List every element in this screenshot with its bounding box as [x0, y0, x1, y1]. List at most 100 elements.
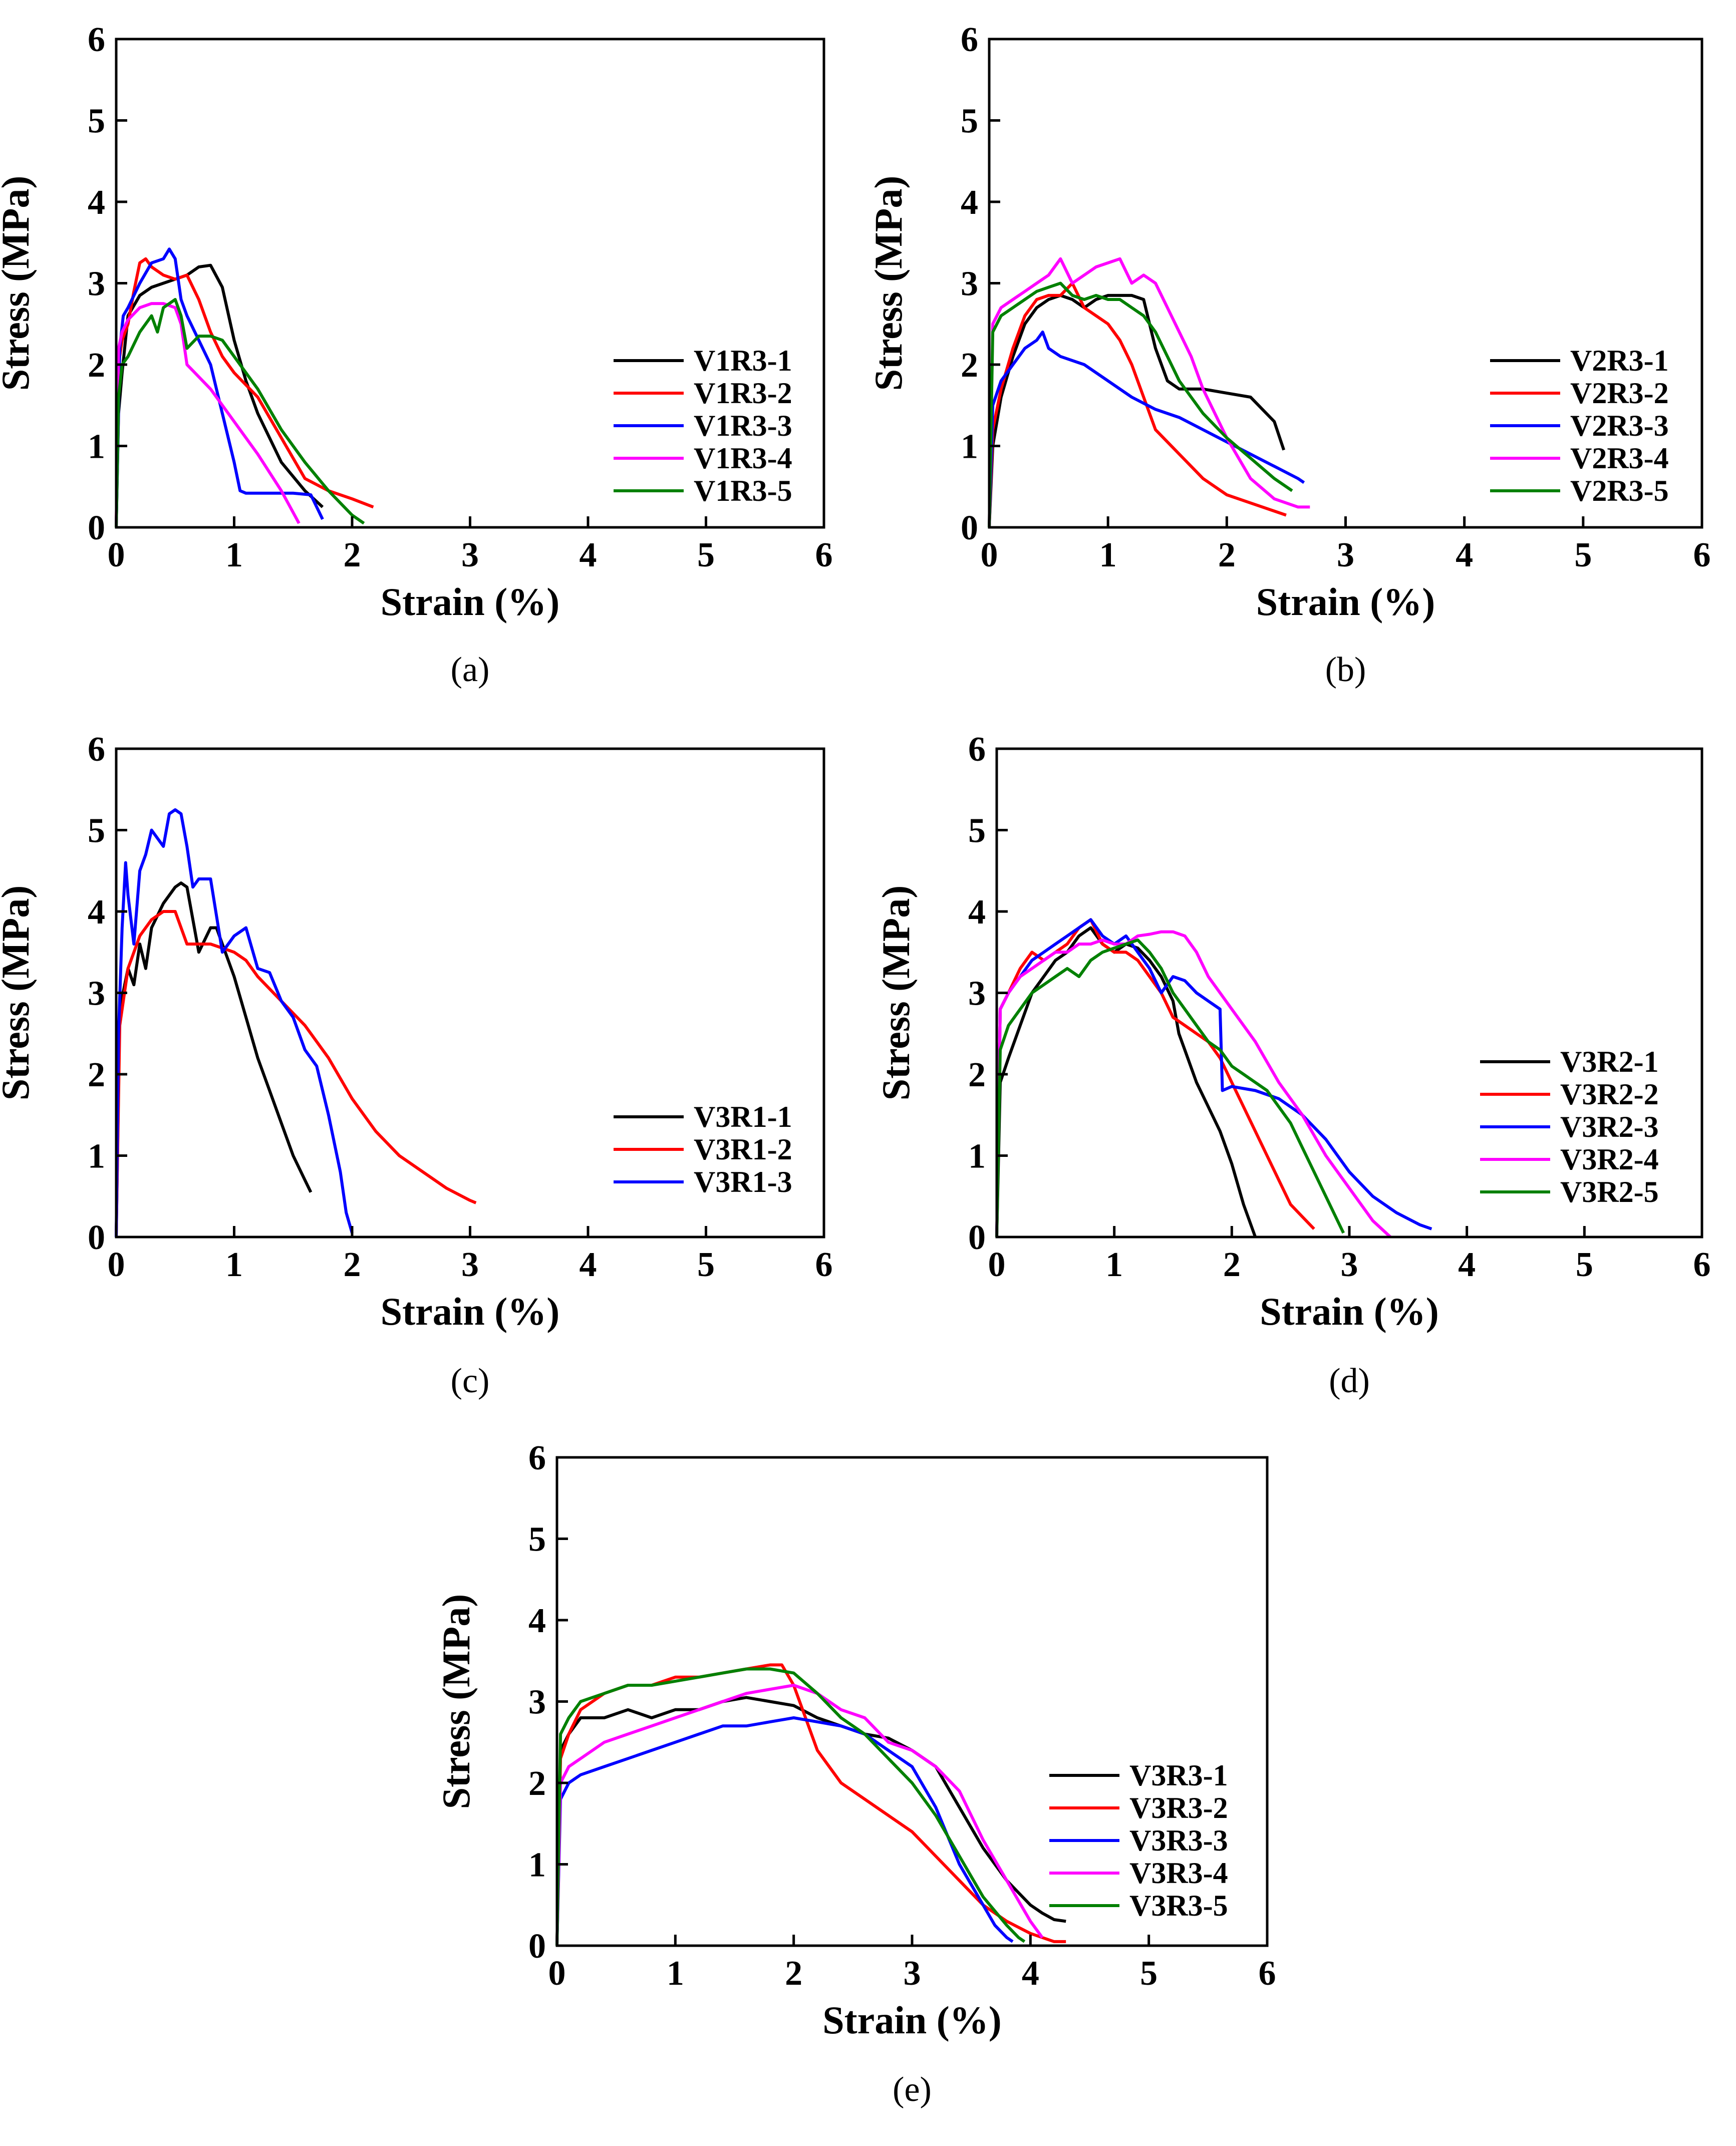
- legend-entry-v3r3-3: V3R3-3: [1129, 1824, 1228, 1857]
- y-tick-label: 3: [88, 975, 105, 1013]
- y-axis-title: Stress (MPa): [866, 176, 910, 391]
- series-line-v3r3-4: [555, 1684, 1044, 1946]
- y-tick-label: 1: [528, 1846, 546, 1885]
- legend-entry-v3r3-2: V3R3-2: [1129, 1791, 1228, 1824]
- legend-entry-v2r3-5: V2R3-5: [1570, 474, 1669, 507]
- x-tick-label: 1: [225, 1246, 243, 1284]
- x-tick-label: 2: [1223, 1246, 1241, 1284]
- series-line-v2r3-1: [988, 293, 1286, 528]
- series-line-v3r1-1: [115, 881, 313, 1238]
- series-line-v3r2-2: [995, 918, 1315, 1238]
- series-line-v2r3-3: [988, 331, 1305, 528]
- legend-entry-v1r3-3: V1R3-3: [694, 409, 792, 442]
- series-line-v3r3-5: [555, 1667, 1026, 1946]
- legend-entry-v3r2-2: V3R2-2: [1560, 1078, 1659, 1111]
- y-tick-label: 3: [528, 1683, 546, 1722]
- x-tick-label: 3: [1341, 1246, 1358, 1284]
- y-axis-title: Stress (MPa): [874, 885, 918, 1101]
- x-tick-label: 2: [785, 1954, 802, 1993]
- y-tick-label: 5: [968, 812, 986, 850]
- panel-a: 0 1 2 3 4 5 6 0 1 2 3 4 5 6 Strain (%) Stress (MPa) V1R3…: [0, 21, 833, 689]
- x-tick-label: 4: [1456, 536, 1473, 574]
- x-tick-label: 6: [1693, 1246, 1711, 1284]
- y-tick-label: 4: [88, 893, 105, 932]
- y-axis-title: Stress (MPa): [434, 1594, 478, 1809]
- x-tick-label: 0: [988, 1246, 1006, 1284]
- y-tick-label: 3: [88, 265, 105, 303]
- y-axis-title: Stress (MPa): [0, 885, 37, 1101]
- series-line-v1r3-5: [115, 298, 365, 528]
- y-tick-label: 2: [88, 346, 105, 385]
- y-tick-label: 4: [528, 1602, 546, 1640]
- x-tick-label: 2: [1218, 536, 1236, 574]
- series-line-v2r3-2: [988, 281, 1287, 528]
- y-tick-label: 0: [88, 1218, 105, 1257]
- x-tick-label: 6: [1693, 536, 1711, 574]
- panel-label: (d): [1329, 1362, 1370, 1400]
- panel-d: 0 1 2 3 4 5 6 0 1 2 3 4 5 6 Strain (%) Stress (MPa) V3R2…: [874, 730, 1711, 1400]
- y-tick-label: 5: [88, 812, 105, 850]
- y-tick-label: 1: [88, 1137, 105, 1176]
- x-tick-label: 5: [1140, 1954, 1158, 1993]
- legend-entry-v2r3-3: V2R3-3: [1570, 409, 1669, 442]
- series-line-v3r2-5: [995, 938, 1345, 1238]
- y-tick-label: 2: [88, 1056, 105, 1094]
- legend-entry-v3r2-4: V3R2-4: [1560, 1143, 1659, 1176]
- y-tick-label: 1: [961, 428, 978, 466]
- y-tick-label: 1: [88, 428, 105, 466]
- series-line-v3r2-1: [995, 926, 1257, 1238]
- series-line-v3r1-3: [115, 808, 354, 1238]
- x-axis-title: Strain (%): [381, 1290, 559, 1333]
- y-tick-label: 6: [968, 730, 986, 769]
- x-tick-label: 1: [667, 1954, 684, 1993]
- legend-entry-v2r3-2: V2R3-2: [1570, 377, 1669, 410]
- y-tick-label: 2: [961, 346, 978, 385]
- y-tick-label: 0: [968, 1218, 986, 1257]
- panel-label: (c): [451, 1362, 490, 1400]
- y-tick-label: 6: [528, 1439, 546, 1477]
- x-tick-label: 1: [1105, 1246, 1123, 1284]
- series-line-v3r2-4: [995, 930, 1392, 1239]
- y-tick-label: 6: [88, 730, 105, 769]
- series-line-v3r3-3: [555, 1716, 1014, 1946]
- legend-entry-v1r3-5: V1R3-5: [694, 474, 792, 507]
- legend-entry-v2r3-1: V2R3-1: [1570, 344, 1669, 377]
- x-tick-label: 0: [981, 536, 998, 574]
- x-tick-label: 4: [580, 536, 597, 574]
- x-tick-label: 4: [1022, 1954, 1039, 1993]
- y-tick-label: 5: [528, 1520, 546, 1559]
- series-line-v3r2-3: [995, 918, 1432, 1238]
- legend-entry-v3r3-1: V3R3-1: [1129, 1759, 1228, 1792]
- series-line-v1r3-2: [115, 257, 374, 528]
- x-axis-title: Strain (%): [1260, 1290, 1438, 1333]
- x-tick-label: 0: [108, 536, 125, 574]
- x-tick-label: 2: [344, 536, 361, 574]
- x-tick-label: 6: [815, 536, 833, 574]
- x-axis-title: Strain (%): [1256, 580, 1435, 624]
- x-tick-label: 2: [344, 1246, 361, 1284]
- panel-label: (e): [893, 2070, 932, 2109]
- x-tick-label: 3: [461, 536, 479, 574]
- y-tick-label: 5: [961, 102, 978, 141]
- y-tick-label: 6: [961, 21, 978, 59]
- series-line-v3r1-2: [115, 910, 477, 1238]
- x-tick-label: 3: [904, 1954, 921, 1993]
- panel-label: (a): [451, 651, 490, 689]
- x-axis-title: Strain (%): [822, 1998, 1001, 2042]
- x-tick-label: 5: [1576, 1246, 1593, 1284]
- legend-entry-v1r3-2: V1R3-2: [694, 377, 792, 410]
- legend-entry-v3r2-5: V3R2-5: [1560, 1175, 1659, 1208]
- x-tick-label: 6: [1259, 1954, 1276, 1993]
- y-axis-title: Stress (MPa): [0, 176, 37, 391]
- x-tick-label: 1: [1099, 536, 1117, 574]
- panel-e: 0 1 2 3 4 5 6 0 1 2 3 4 5 6 Strain (%) Stress (MPa) V3R3…: [434, 1439, 1276, 2109]
- x-tick-label: 3: [461, 1246, 479, 1284]
- series-line-v1r3-4: [115, 302, 301, 528]
- x-tick-label: 5: [1574, 536, 1592, 574]
- y-tick-label: 1: [968, 1137, 986, 1176]
- legend-entry-v3r1-3: V3R1-3: [694, 1165, 792, 1198]
- panel-c: 0 1 2 3 4 5 6 0 1 2 3 4 5 6 Strain (%) Stress (MPa) V3R1…: [0, 730, 833, 1400]
- legend-entry-v3r1-1: V3R1-1: [694, 1100, 792, 1133]
- y-tick-label: 0: [961, 509, 978, 547]
